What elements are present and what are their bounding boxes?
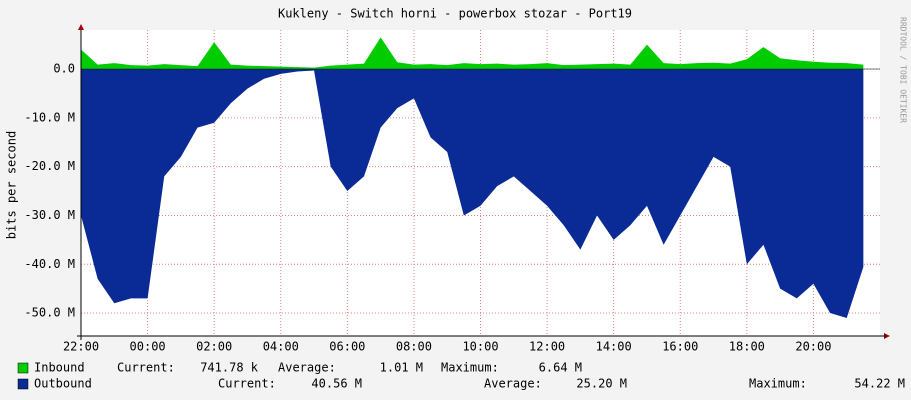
x-tick-label: 00:00: [130, 340, 166, 354]
legend-label: Inbound: [34, 361, 85, 375]
x-tick-label: 12:00: [529, 340, 565, 354]
area: [81, 69, 864, 318]
x-tick-label: 16:00: [662, 340, 698, 354]
legend-stat-label: Average:: [484, 377, 542, 391]
legend-swatch: [17, 362, 29, 374]
area: [81, 37, 864, 70]
y-tick-label: -10.0 M: [24, 110, 75, 124]
legend-swatch: [17, 378, 29, 390]
x-arrow: [884, 333, 890, 339]
data: [81, 37, 880, 318]
x-tick-label: 14:00: [596, 340, 632, 354]
x-tick-label: 10:00: [462, 340, 498, 354]
legend-stat-value: 1.01 M: [380, 361, 423, 375]
x-tick-label: 20:00: [795, 340, 831, 354]
legend-stat-value: 54.22 M: [854, 377, 905, 391]
watermark: RRDTOOL / TOBI OETIKER: [899, 17, 908, 123]
legend-stat-label: Maximum:: [441, 361, 499, 375]
y-tick-label: -20.0 M: [24, 159, 75, 173]
x-tick-label: 02:00: [196, 340, 232, 354]
axes: [77, 24, 890, 340]
x-tick-label: 08:00: [396, 340, 432, 354]
legend-stat-label: Current:: [218, 377, 276, 391]
y-axis-label: bits per second: [5, 131, 19, 239]
legend-stat-value: 40.56 M: [311, 377, 362, 391]
y-tick-label: -40.0 M: [24, 257, 75, 271]
y-tick-label: -30.0 M: [24, 208, 75, 222]
x-tick-label: 06:00: [329, 340, 365, 354]
legend-stat-value: 741.78 k: [200, 361, 259, 375]
legend-label: Outbound: [34, 377, 92, 391]
chart-title: Kukleny - Switch horni - powerbox stozar…: [278, 7, 632, 21]
legend-stat-label: Maximum:: [749, 377, 807, 391]
x-tick-label: 04:00: [263, 340, 299, 354]
legend-stat-label: Current:: [117, 361, 175, 375]
legend-stat-label: Average:: [278, 361, 336, 375]
x-tick-label: 22:00: [63, 340, 99, 354]
y-tick-label: 0.0: [53, 62, 75, 76]
legend-stat-value: 25.20 M: [576, 377, 627, 391]
x-tick-label: 18:00: [729, 340, 765, 354]
legend-stat-value: 6.64 M: [539, 361, 582, 375]
y-tick-label: -50.0 M: [24, 306, 75, 320]
y-arrow: [78, 24, 84, 30]
